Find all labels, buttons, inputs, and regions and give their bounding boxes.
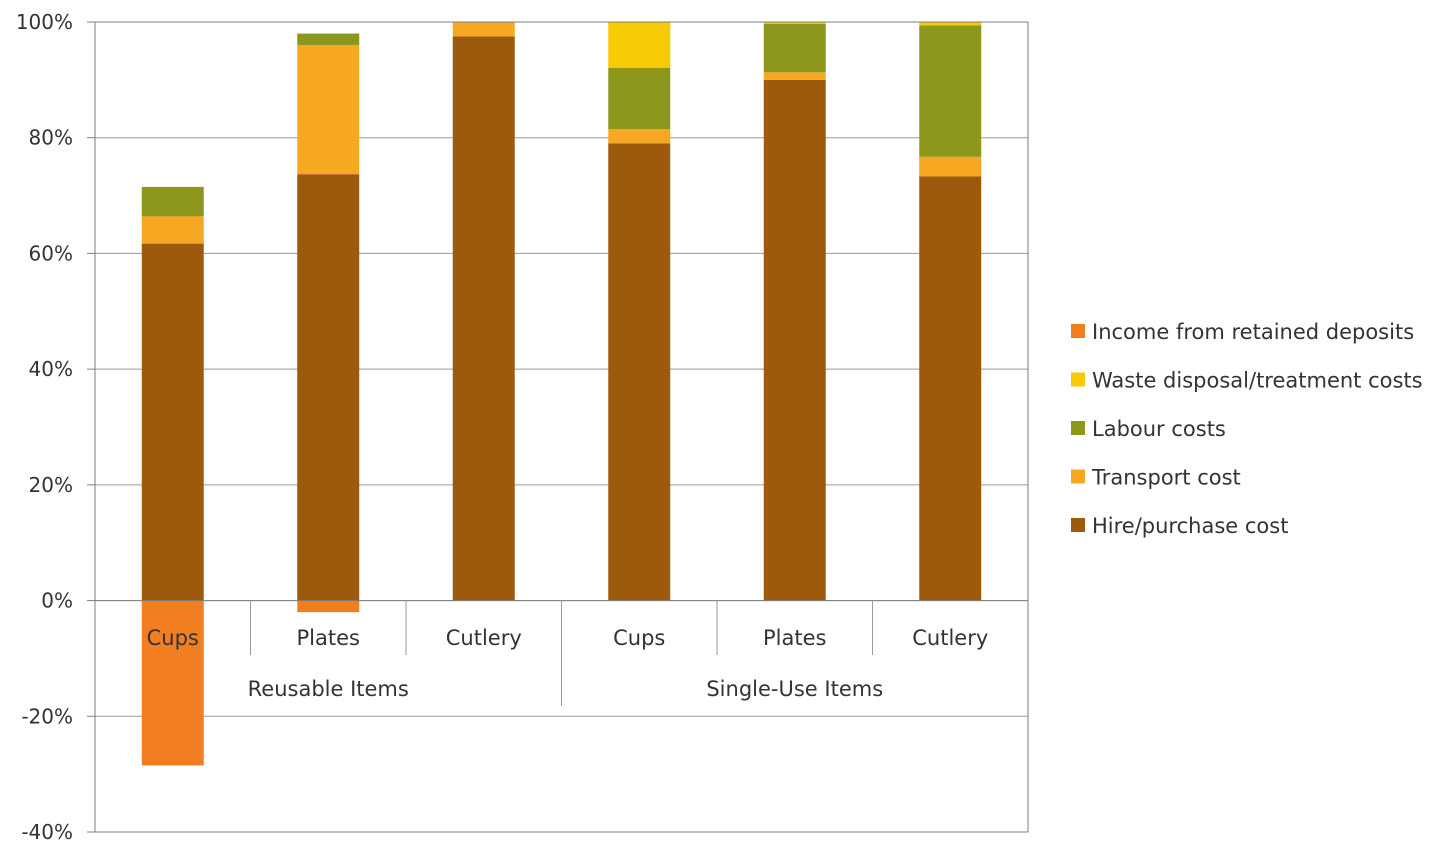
legend-swatch <box>1071 324 1085 338</box>
bar-segment <box>297 174 360 601</box>
bar-segment <box>608 22 671 68</box>
bar-segment <box>141 216 204 244</box>
x-category-label: Plates <box>297 626 360 650</box>
y-tick-label: 20% <box>29 473 73 497</box>
bar-segment <box>608 129 671 144</box>
x-category-label: Plates <box>763 626 826 650</box>
y-tick-label: 0% <box>41 589 73 613</box>
bar-segment <box>141 600 204 766</box>
y-tick-label: 60% <box>29 241 73 265</box>
legend-label: Labour costs <box>1092 417 1226 441</box>
bar-segment <box>452 36 515 601</box>
bar-segment <box>763 72 826 80</box>
bar-segment <box>608 143 671 601</box>
legend-label: Income from retained deposits <box>1092 320 1414 344</box>
bar-segment <box>141 186 204 217</box>
bar-segment <box>919 156 982 177</box>
legend-swatch <box>1071 372 1085 387</box>
bar-segment <box>919 176 982 601</box>
legend-swatch <box>1071 518 1085 532</box>
legend-label: Hire/purchase cost <box>1092 514 1288 538</box>
bar-segment <box>919 22 982 26</box>
y-tick-label: 40% <box>29 357 73 381</box>
y-tick-label: 80% <box>29 126 73 150</box>
legend-swatch <box>1071 469 1085 484</box>
bar-segment <box>763 23 826 73</box>
x-group-label: Reusable Items <box>248 677 409 701</box>
bar-segment <box>763 22 826 24</box>
x-category-label: Cutlery <box>912 626 988 650</box>
y-tick-label: -40% <box>21 820 73 843</box>
x-category-label: Cutlery <box>446 626 522 650</box>
bar-segment <box>297 45 360 175</box>
legend: Income from retained deposits Waste dispo… <box>1071 320 1423 538</box>
y-axis: -40% -20% 0% 20% 40% 60% 80% 100% <box>16 10 95 843</box>
legend-swatch <box>1071 421 1085 435</box>
bar-segment <box>608 67 671 130</box>
bar-segment <box>141 243 204 601</box>
bar-segment <box>297 33 360 46</box>
x-category-label: Cups <box>147 626 199 650</box>
bar-segment <box>919 25 982 157</box>
bars <box>141 22 982 766</box>
legend-label: Waste disposal/treatment costs <box>1092 369 1423 393</box>
y-tick-label: 100% <box>16 10 73 34</box>
bar-segment <box>297 600 360 613</box>
x-axis: Cups Plates Cutlery Cups Plates Cutlery Reusab… <box>95 600 1029 706</box>
bar-segment <box>763 79 826 601</box>
x-category-label: Cups <box>613 626 665 650</box>
legend-label: Transport cost <box>1091 466 1241 490</box>
y-tick-label: -20% <box>21 704 73 728</box>
bar-segment <box>452 22 515 37</box>
x-group-label: Single-Use Items <box>706 677 883 701</box>
plot-frame <box>94 21 1029 833</box>
